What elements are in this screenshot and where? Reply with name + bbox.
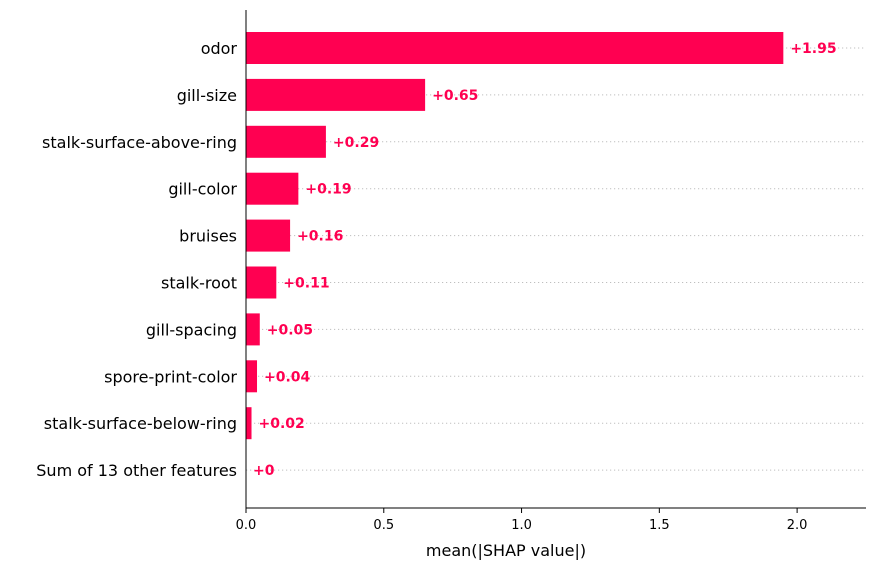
category-label: spore-print-color [104,367,237,386]
bar-stalk-root [246,266,277,299]
value-label: +0.65 [432,88,478,104]
value-label: +0.19 [305,182,351,198]
value-label: +0.16 [297,229,343,245]
value-label: +0 [253,463,275,479]
category-label: gill-size [177,86,237,105]
value-label: +0.11 [283,276,329,292]
category-label: stalk-surface-below-ring [44,414,237,433]
x-tick-label: 0.0 [236,518,257,533]
value-label: +0.29 [333,135,379,151]
bar-stalk-surface-above-ring [246,125,326,158]
x-tick-label: 0.5 [373,518,394,533]
category-labels: odor gill-size stalk-surface-above-ring gil… [36,39,237,480]
value-labels: +1.95 +0.65 +0.29 +0.19 +0.16 +0.11 +0.05 +0.04… [253,41,837,479]
axes [245,10,866,509]
bar-gill-size [246,78,426,111]
bar-bruises [246,219,291,252]
category-label: odor [201,39,238,58]
category-label: bruises [179,227,237,246]
bar-gill-spacing [246,313,260,346]
bar-spore-print-color [246,360,258,393]
bars [246,32,784,440]
value-label: +0.02 [259,416,305,432]
value-label: +1.95 [790,41,836,57]
category-label: stalk-root [161,274,237,293]
category-label: gill-spacing [146,320,237,339]
x-tick-label: 1.5 [649,518,670,533]
bar-odor [246,32,784,64]
bar-gill-color [246,172,299,205]
x-ticks: 0.0 0.5 1.0 1.5 2.0 [236,508,808,533]
bar-stalk-surface-below-ring [246,407,252,440]
value-label: +0.04 [264,369,311,385]
value-label: +0.05 [267,322,313,338]
category-label: gill-color [168,180,237,199]
category-label: stalk-surface-above-ring [42,133,237,152]
x-tick-label: 1.0 [511,518,532,533]
category-label: Sum of 13 other features [36,461,237,480]
x-axis-title: mean(|SHAP value|) [426,541,586,560]
x-tick-label: 2.0 [787,518,808,533]
row-guide-lines [246,47,866,471]
